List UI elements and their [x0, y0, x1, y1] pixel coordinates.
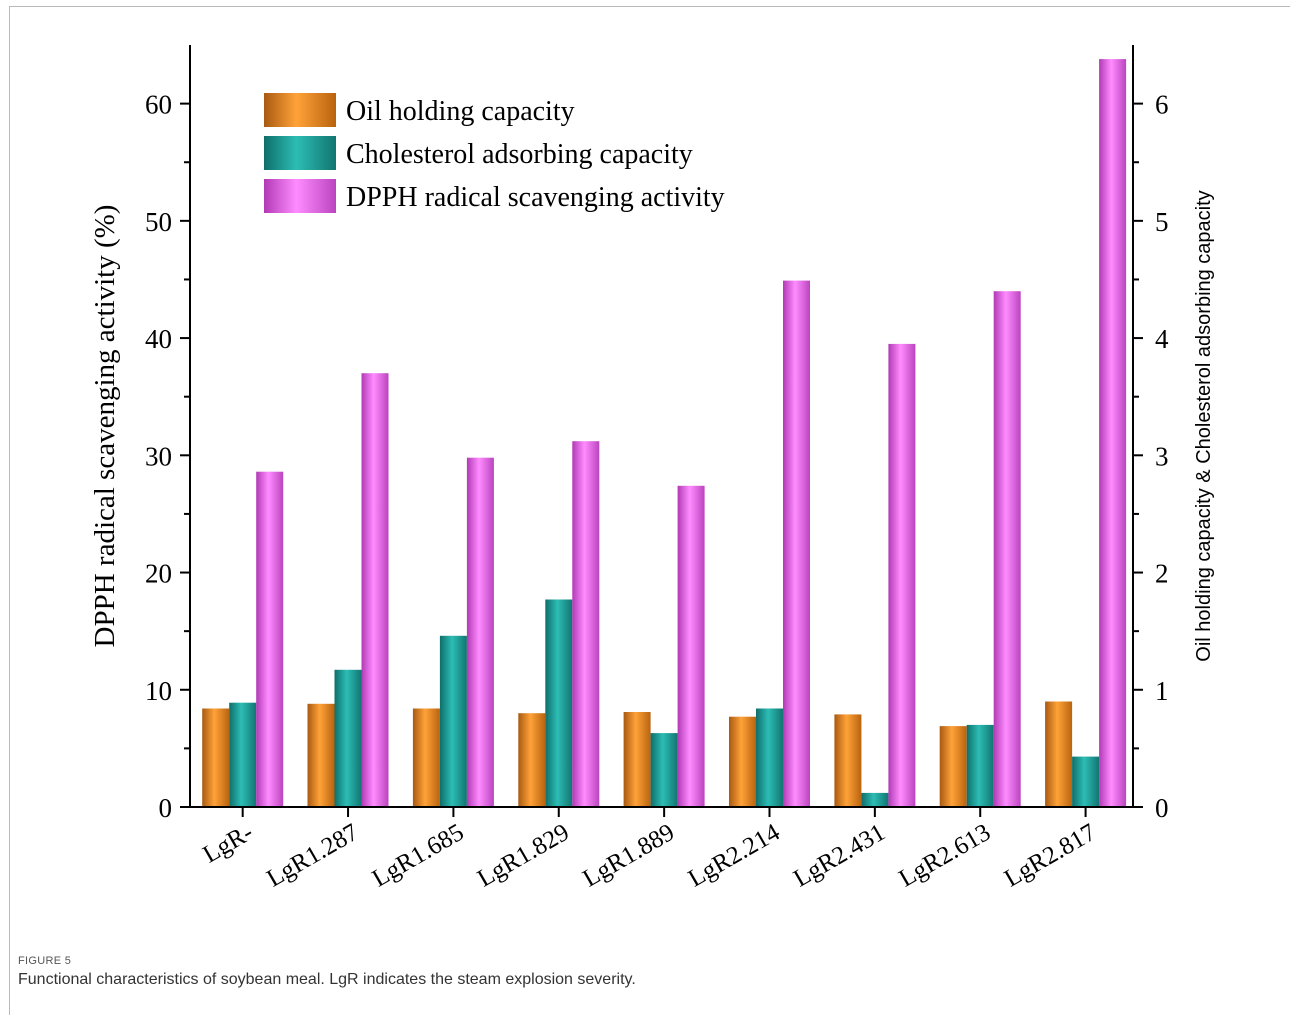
- x-tick-label-7: LgR2.613: [895, 819, 996, 893]
- x-tick-label-8: LgR2.817: [1000, 819, 1101, 893]
- bar-cholesterol-1: [334, 669, 362, 807]
- bar-dpph-6: [888, 343, 916, 807]
- legend-label-oil: Oil holding capacity: [346, 96, 575, 127]
- bar-cholesterol-7: [966, 724, 994, 807]
- legend-label-dpph: DPPH radical scavenging activity: [346, 182, 725, 213]
- bar-oil-6: [834, 714, 862, 807]
- bar-cholesterol-3: [545, 599, 573, 807]
- x-tick-label-5: LgR2.214: [684, 819, 785, 893]
- bar-oil-2: [412, 708, 440, 807]
- x-tick-label-2: LgR1.685: [368, 819, 469, 893]
- bar-dpph-4: [677, 485, 705, 807]
- bar-oil-4: [623, 712, 651, 807]
- bar-dpph-8: [1099, 59, 1127, 808]
- legend-label-cholesterol: Cholesterol adsorbing capacity: [346, 139, 693, 170]
- bar-dpph-5: [783, 280, 810, 808]
- left-tick-label-1: 10: [145, 676, 172, 706]
- bar-oil-7: [939, 726, 967, 807]
- figure-caption: Functional characteristics of soybean me…: [18, 971, 636, 988]
- bar-oil-3: [518, 713, 546, 807]
- legend-swatch-cholesterol: [264, 136, 336, 170]
- x-tick-label-3: LgR1.829: [473, 819, 574, 893]
- bar-cholesterol-2: [439, 635, 467, 807]
- x-tick-label-0: LgR-: [198, 819, 257, 869]
- left-tick-label-4: 40: [145, 324, 172, 354]
- right-tick-label-4: 4: [1155, 324, 1169, 354]
- bar-oil-5: [729, 716, 756, 807]
- right-tick-label-1: 1: [1155, 676, 1169, 706]
- x-tick-label-1: LgR1.287: [262, 819, 363, 893]
- bar-dpph-7: [993, 291, 1021, 807]
- bar-oil-0: [202, 708, 230, 807]
- x-tick-label-6: LgR2.431: [789, 819, 890, 893]
- y-axis-label: DPPH radical scavenging activity (%): [89, 205, 121, 648]
- bar-oil-1: [307, 703, 335, 807]
- bar-cholesterol-0: [229, 702, 257, 807]
- bar-oil-8: [1045, 701, 1073, 807]
- legend-swatch-oil: [264, 93, 336, 127]
- left-tick-label-0: 0: [159, 793, 173, 823]
- right-tick-label-3: 3: [1155, 441, 1169, 471]
- left-tick-label-3: 30: [145, 441, 172, 471]
- legend-swatch-dpph: [264, 179, 336, 213]
- bar-dpph-3: [572, 441, 600, 807]
- bar-dpph-1: [361, 373, 389, 807]
- bar-dpph-0: [256, 471, 284, 807]
- figure-label: FIGURE 5: [18, 955, 72, 967]
- x-tick-label-4: LgR1.889: [578, 819, 679, 893]
- legend: Oil holding capacity Cholesterol adsorbin…: [264, 93, 725, 213]
- bar-dpph-2: [466, 457, 494, 807]
- bar-cholesterol-8: [1072, 756, 1100, 807]
- right-tick-label-6: 6: [1155, 90, 1169, 120]
- y2-axis-label: Oil holding capacity & Cholesterol adsor…: [1193, 190, 1215, 661]
- bar-cholesterol-4: [650, 733, 678, 807]
- bars-layer: [202, 59, 1127, 808]
- chart: 0 10 20 30 40 50 60 0 1 2 3 4 5 6 LgR- LgR1.287 LgR1.685…: [89, 45, 1215, 893]
- left-tick-label-6: 60: [145, 90, 172, 120]
- right-tick-label-2: 2: [1155, 559, 1169, 589]
- left-tick-label-5: 50: [145, 207, 172, 237]
- left-tick-label-2: 20: [145, 559, 172, 589]
- bar-cholesterol-6: [861, 792, 889, 807]
- bar-cholesterol-5: [756, 708, 783, 807]
- figure-frame: [9, 6, 1290, 1015]
- right-tick-label-0: 0: [1155, 793, 1169, 823]
- right-tick-label-5: 5: [1155, 207, 1169, 237]
